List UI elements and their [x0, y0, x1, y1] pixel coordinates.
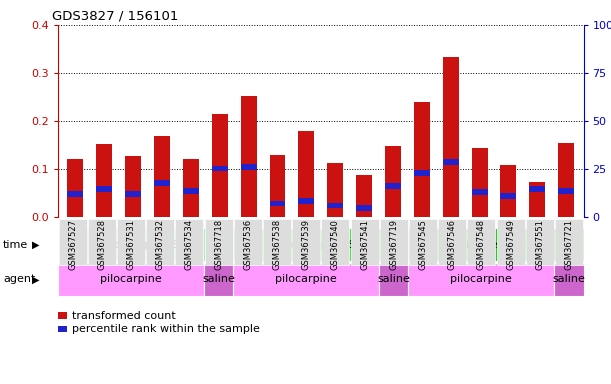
Bar [385, 146, 401, 217]
Text: pilocarpine: pilocarpine [450, 274, 512, 285]
Bar [443, 57, 459, 217]
Text: GSM367541: GSM367541 [360, 219, 369, 270]
Text: GSM367531: GSM367531 [126, 219, 136, 270]
Text: saline: saline [378, 274, 410, 285]
Bar [183, 159, 199, 217]
Bar [154, 136, 170, 217]
Text: ▶: ▶ [32, 274, 39, 285]
Bar [67, 191, 83, 197]
Bar [558, 142, 574, 217]
Text: GSM367546: GSM367546 [448, 219, 456, 270]
Bar [241, 164, 257, 170]
Bar [472, 189, 488, 195]
Bar [233, 263, 379, 296]
Bar [58, 228, 233, 261]
Bar [241, 96, 257, 217]
Bar [529, 182, 545, 217]
Bar [298, 198, 314, 204]
Text: GSM367549: GSM367549 [506, 219, 515, 270]
Text: agent: agent [3, 274, 35, 285]
Text: ▶: ▶ [32, 240, 39, 250]
Bar [408, 228, 584, 261]
Bar [97, 144, 112, 217]
Bar [58, 263, 204, 296]
Text: GSM367539: GSM367539 [302, 219, 310, 270]
Bar [414, 170, 430, 176]
Bar [125, 157, 141, 217]
Text: percentile rank within the sample: percentile rank within the sample [72, 324, 260, 334]
Bar [97, 186, 112, 192]
Text: GSM367545: GSM367545 [419, 219, 428, 270]
Text: immediate: immediate [466, 240, 526, 250]
Bar [212, 114, 228, 217]
Bar [204, 263, 233, 296]
Bar [500, 193, 516, 199]
Bar [125, 191, 141, 197]
Text: GSM367528: GSM367528 [97, 219, 106, 270]
Bar [356, 175, 372, 217]
Bar [154, 180, 170, 186]
Bar [379, 263, 408, 296]
Text: pilocarpine: pilocarpine [276, 274, 337, 285]
Text: saline: saline [552, 274, 585, 285]
Text: GSM367718: GSM367718 [214, 219, 223, 270]
Text: GSM367540: GSM367540 [331, 219, 340, 270]
Bar [408, 263, 554, 296]
Bar [414, 102, 430, 217]
Bar [558, 188, 574, 194]
Bar [327, 163, 343, 217]
Bar [183, 188, 199, 194]
Bar [385, 184, 401, 189]
Text: GSM367719: GSM367719 [389, 219, 398, 270]
Text: GSM367721: GSM367721 [565, 219, 573, 270]
Text: GSM367548: GSM367548 [477, 219, 486, 270]
Text: 7 days post-SE: 7 days post-SE [279, 240, 362, 250]
Bar [233, 228, 408, 261]
Bar [554, 263, 584, 296]
Text: saline: saline [202, 274, 235, 285]
Bar [472, 148, 488, 217]
Text: GSM367536: GSM367536 [243, 219, 252, 270]
Text: time: time [3, 240, 28, 250]
Bar [67, 159, 83, 217]
Text: GSM367534: GSM367534 [185, 219, 194, 270]
Bar [269, 154, 285, 217]
Text: GSM367551: GSM367551 [535, 219, 544, 270]
Text: 3 days post-SE: 3 days post-SE [104, 240, 187, 250]
Bar [500, 165, 516, 217]
Text: GSM367538: GSM367538 [273, 219, 282, 270]
Text: transformed count: transformed count [72, 311, 176, 321]
Bar [298, 131, 314, 217]
Bar [356, 205, 372, 211]
Text: GSM367527: GSM367527 [68, 219, 77, 270]
Bar [327, 203, 343, 208]
Text: GSM367532: GSM367532 [156, 219, 165, 270]
Text: pilocarpine: pilocarpine [100, 274, 162, 285]
Bar [529, 186, 545, 192]
Bar [212, 166, 228, 171]
Bar [443, 159, 459, 165]
Text: GDS3827 / 156101: GDS3827 / 156101 [52, 10, 178, 23]
Bar [269, 200, 285, 207]
